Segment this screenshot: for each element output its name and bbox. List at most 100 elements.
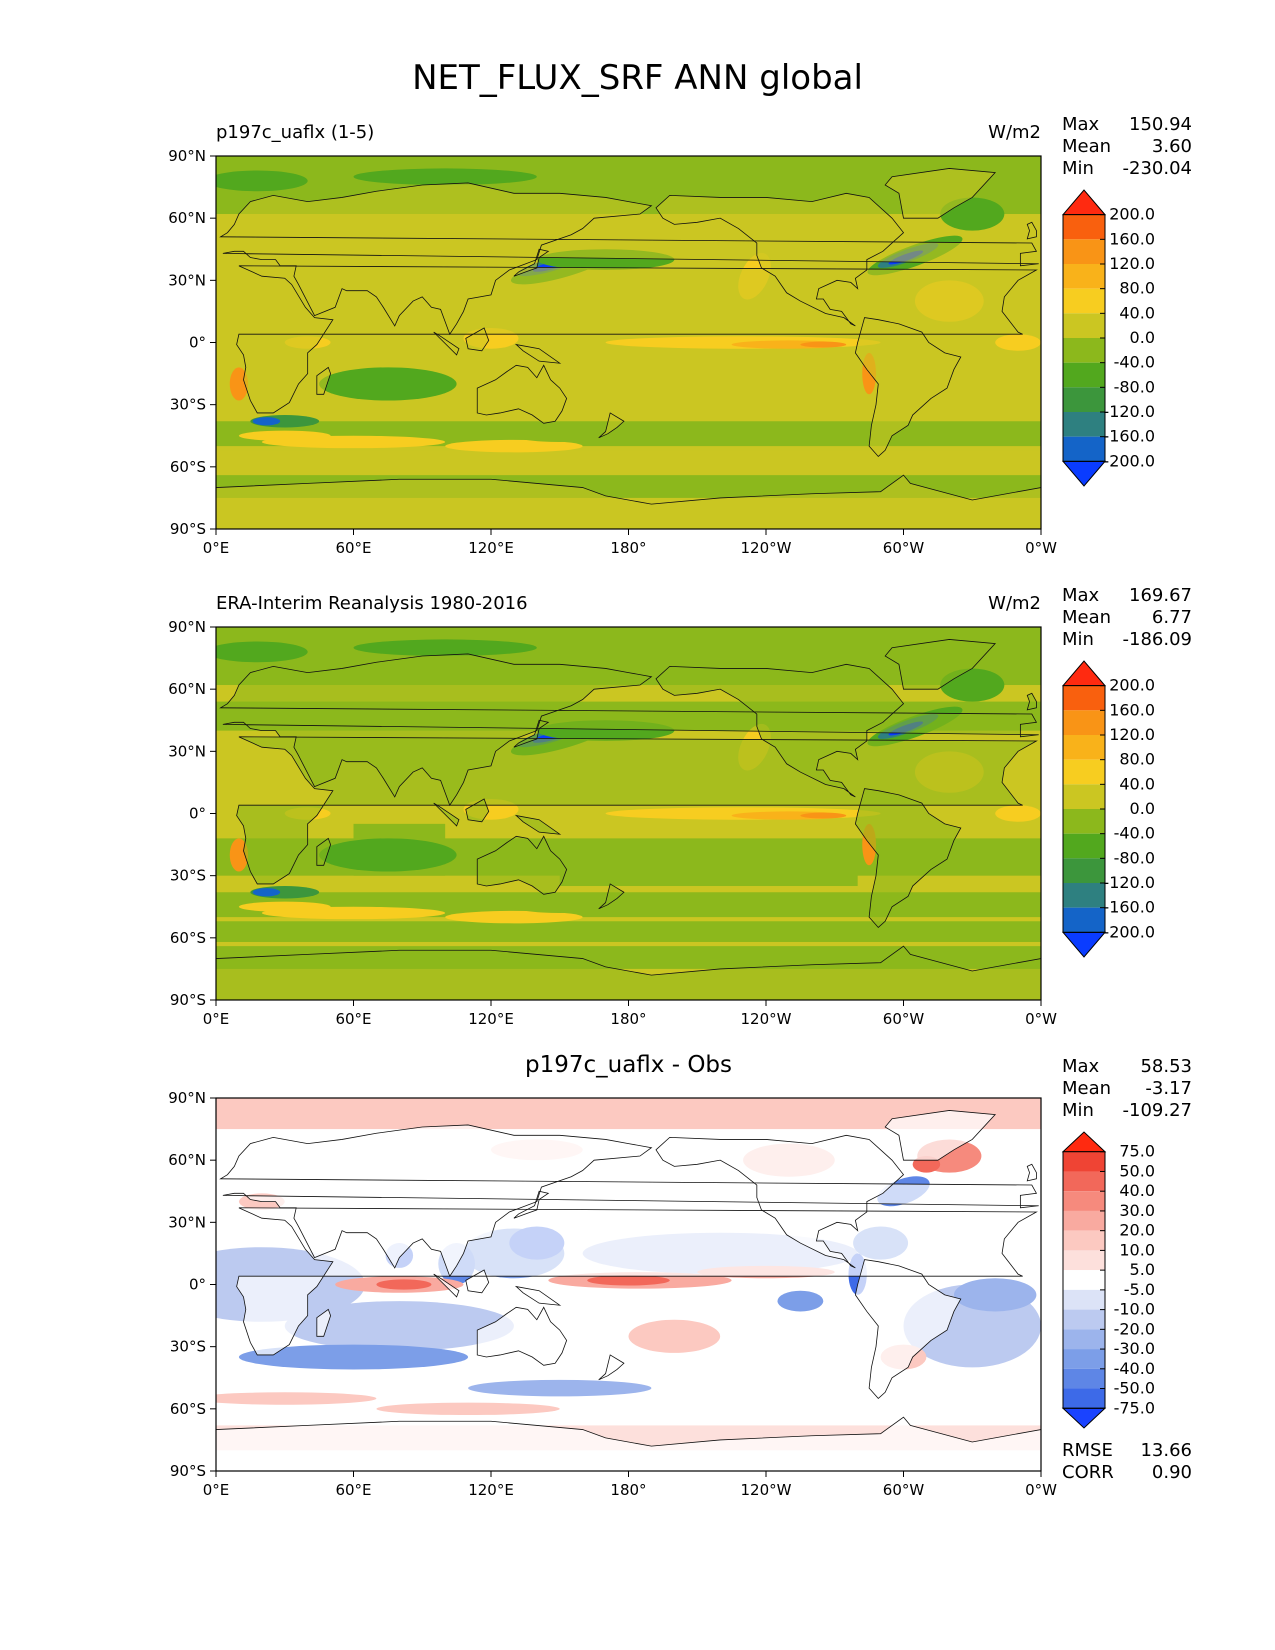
coastline [316, 837, 332, 866]
colorbar-label: 20.0 [1119, 1221, 1155, 1240]
lat-tick-label: 90°S [170, 1462, 206, 1480]
coastline [514, 343, 562, 364]
colorbar-label: -5.0 [1124, 1280, 1155, 1299]
colorbar-segment [1063, 759, 1105, 785]
coastline [884, 1110, 997, 1161]
corr-label: CORR [1062, 1462, 1114, 1483]
corr-value: 0.90 [1151, 1462, 1192, 1483]
colorbar-label: -160.0 [1103, 427, 1155, 446]
colorbar-label: -80.0 [1114, 377, 1155, 396]
rmse-label: RMSE [1062, 1440, 1113, 1461]
colorbar-segment [1063, 239, 1105, 264]
max-label: Max [1062, 1056, 1100, 1077]
lat-tick-label: 30°N [168, 742, 206, 760]
coastline [219, 182, 1039, 336]
lon-tick-label: 120°W [741, 1010, 792, 1028]
coastline [1026, 221, 1037, 240]
coastline [219, 1124, 1039, 1278]
colorbar-segment [1063, 1368, 1105, 1389]
colorbar-segment [1063, 1230, 1105, 1251]
colorbar-segment [1063, 1210, 1105, 1231]
colorbar-label: -40.0 [1114, 353, 1155, 372]
max-label: Max [1062, 114, 1100, 135]
colorbar-extend-max [1061, 660, 1107, 687]
lat-tick-label: 30°N [168, 1213, 206, 1231]
lat-tick-label: 60°S [170, 458, 206, 476]
coastline [476, 364, 568, 424]
colorbar-segment [1063, 685, 1105, 711]
min-value: -109.27 [1122, 1100, 1192, 1121]
colorbar-segment [1063, 1349, 1105, 1369]
coastline [219, 653, 1039, 807]
colorbar-label: 40.0 [1119, 774, 1155, 793]
coastline [598, 1354, 625, 1381]
coastline [1026, 692, 1037, 711]
colorbar-segment [1063, 1388, 1105, 1409]
colorbar-label: 75.0 [1119, 1142, 1155, 1161]
panel-title: p197c_uaflx - Obs [524, 1052, 733, 1078]
colorbar-segment [1063, 1329, 1105, 1350]
coastline [433, 1273, 460, 1298]
lat-tick-label: 30°S [170, 396, 206, 414]
colorbar-segment [1063, 858, 1105, 883]
lat-tick-label: 0° [189, 334, 206, 352]
colorbar-segment [1063, 412, 1105, 437]
colorbar-label: -75.0 [1114, 1398, 1155, 1417]
lat-tick-label: 60°N [168, 1151, 206, 1169]
coastline [514, 1285, 562, 1306]
panel-reference: ERA-Interim Reanalysis 1980-2016 W/m2 Ma… [0, 585, 1275, 1063]
colorbar: 200.0 160.0 120.0 80.0 40.0 0.0 -40.0 -80.0 -120… [1061, 660, 1155, 958]
lon-tick-label: 120°W [741, 539, 792, 557]
min-label: Min [1062, 1100, 1094, 1121]
units-label: W/m2 [988, 593, 1041, 614]
colorbar-label: -200.0 [1103, 451, 1155, 470]
rmse-value: 13.66 [1140, 1440, 1192, 1461]
lat-tick-label: 60°N [168, 680, 206, 698]
colorbar-segment [1063, 1191, 1105, 1211]
lat-tick-label: 90°S [170, 520, 206, 538]
colorbar-segment [1063, 288, 1105, 314]
min-label: Min [1062, 158, 1094, 179]
max-value: 58.53 [1140, 1056, 1192, 1077]
colorbar-label: -30.0 [1114, 1339, 1155, 1358]
colorbar-extend-min [1061, 931, 1107, 958]
colorbar-label: 80.0 [1119, 750, 1155, 769]
lat-tick-label: 0° [189, 1276, 206, 1294]
coastline [236, 1207, 1038, 1356]
colorbar-extend-max [1061, 189, 1107, 216]
lon-tick-label: 60°W [883, 1010, 925, 1028]
lat-tick-label: 60°N [168, 209, 206, 227]
coastline [465, 327, 490, 352]
colorbar-segment [1063, 1171, 1105, 1192]
lon-tick-label: 60°W [883, 539, 925, 557]
coastline [655, 1134, 905, 1269]
lon-tick-label: 0°W [1025, 1010, 1057, 1028]
coastline [854, 788, 962, 929]
lon-tick-label: 0°W [1025, 539, 1057, 557]
mean-label: Mean [1062, 1078, 1112, 1099]
coastline [216, 1416, 1041, 1471]
coastline [513, 1190, 550, 1219]
lat-tick-label: 30°N [168, 271, 206, 289]
colorbar-segment [1063, 833, 1105, 859]
coastline [513, 719, 550, 748]
coastline [854, 317, 962, 458]
lon-tick-label: 180° [610, 1010, 646, 1028]
coastline [236, 736, 1038, 885]
colorbar-label: 120.0 [1109, 254, 1155, 273]
colorbar-label: -50.0 [1114, 1379, 1155, 1398]
colorbar-label: -40.0 [1114, 1359, 1155, 1378]
coastline [598, 412, 625, 439]
colorbar-extend-min [1061, 1407, 1107, 1429]
coastline [316, 366, 332, 395]
lon-tick-label: 60°W [883, 1481, 925, 1499]
coastline [655, 192, 905, 327]
units-label: W/m2 [988, 122, 1041, 143]
coastline [216, 474, 1041, 529]
colorbar-segment [1063, 907, 1105, 933]
min-label: Min [1062, 629, 1094, 650]
panel-test: p197c_uaflx (1-5) W/m2 Max 150.94 Mean 3.6… [0, 114, 1275, 592]
colorbar-label: 50.0 [1119, 1161, 1155, 1180]
min-value: -186.09 [1122, 629, 1192, 650]
colorbar-extend-max [1061, 1131, 1107, 1153]
